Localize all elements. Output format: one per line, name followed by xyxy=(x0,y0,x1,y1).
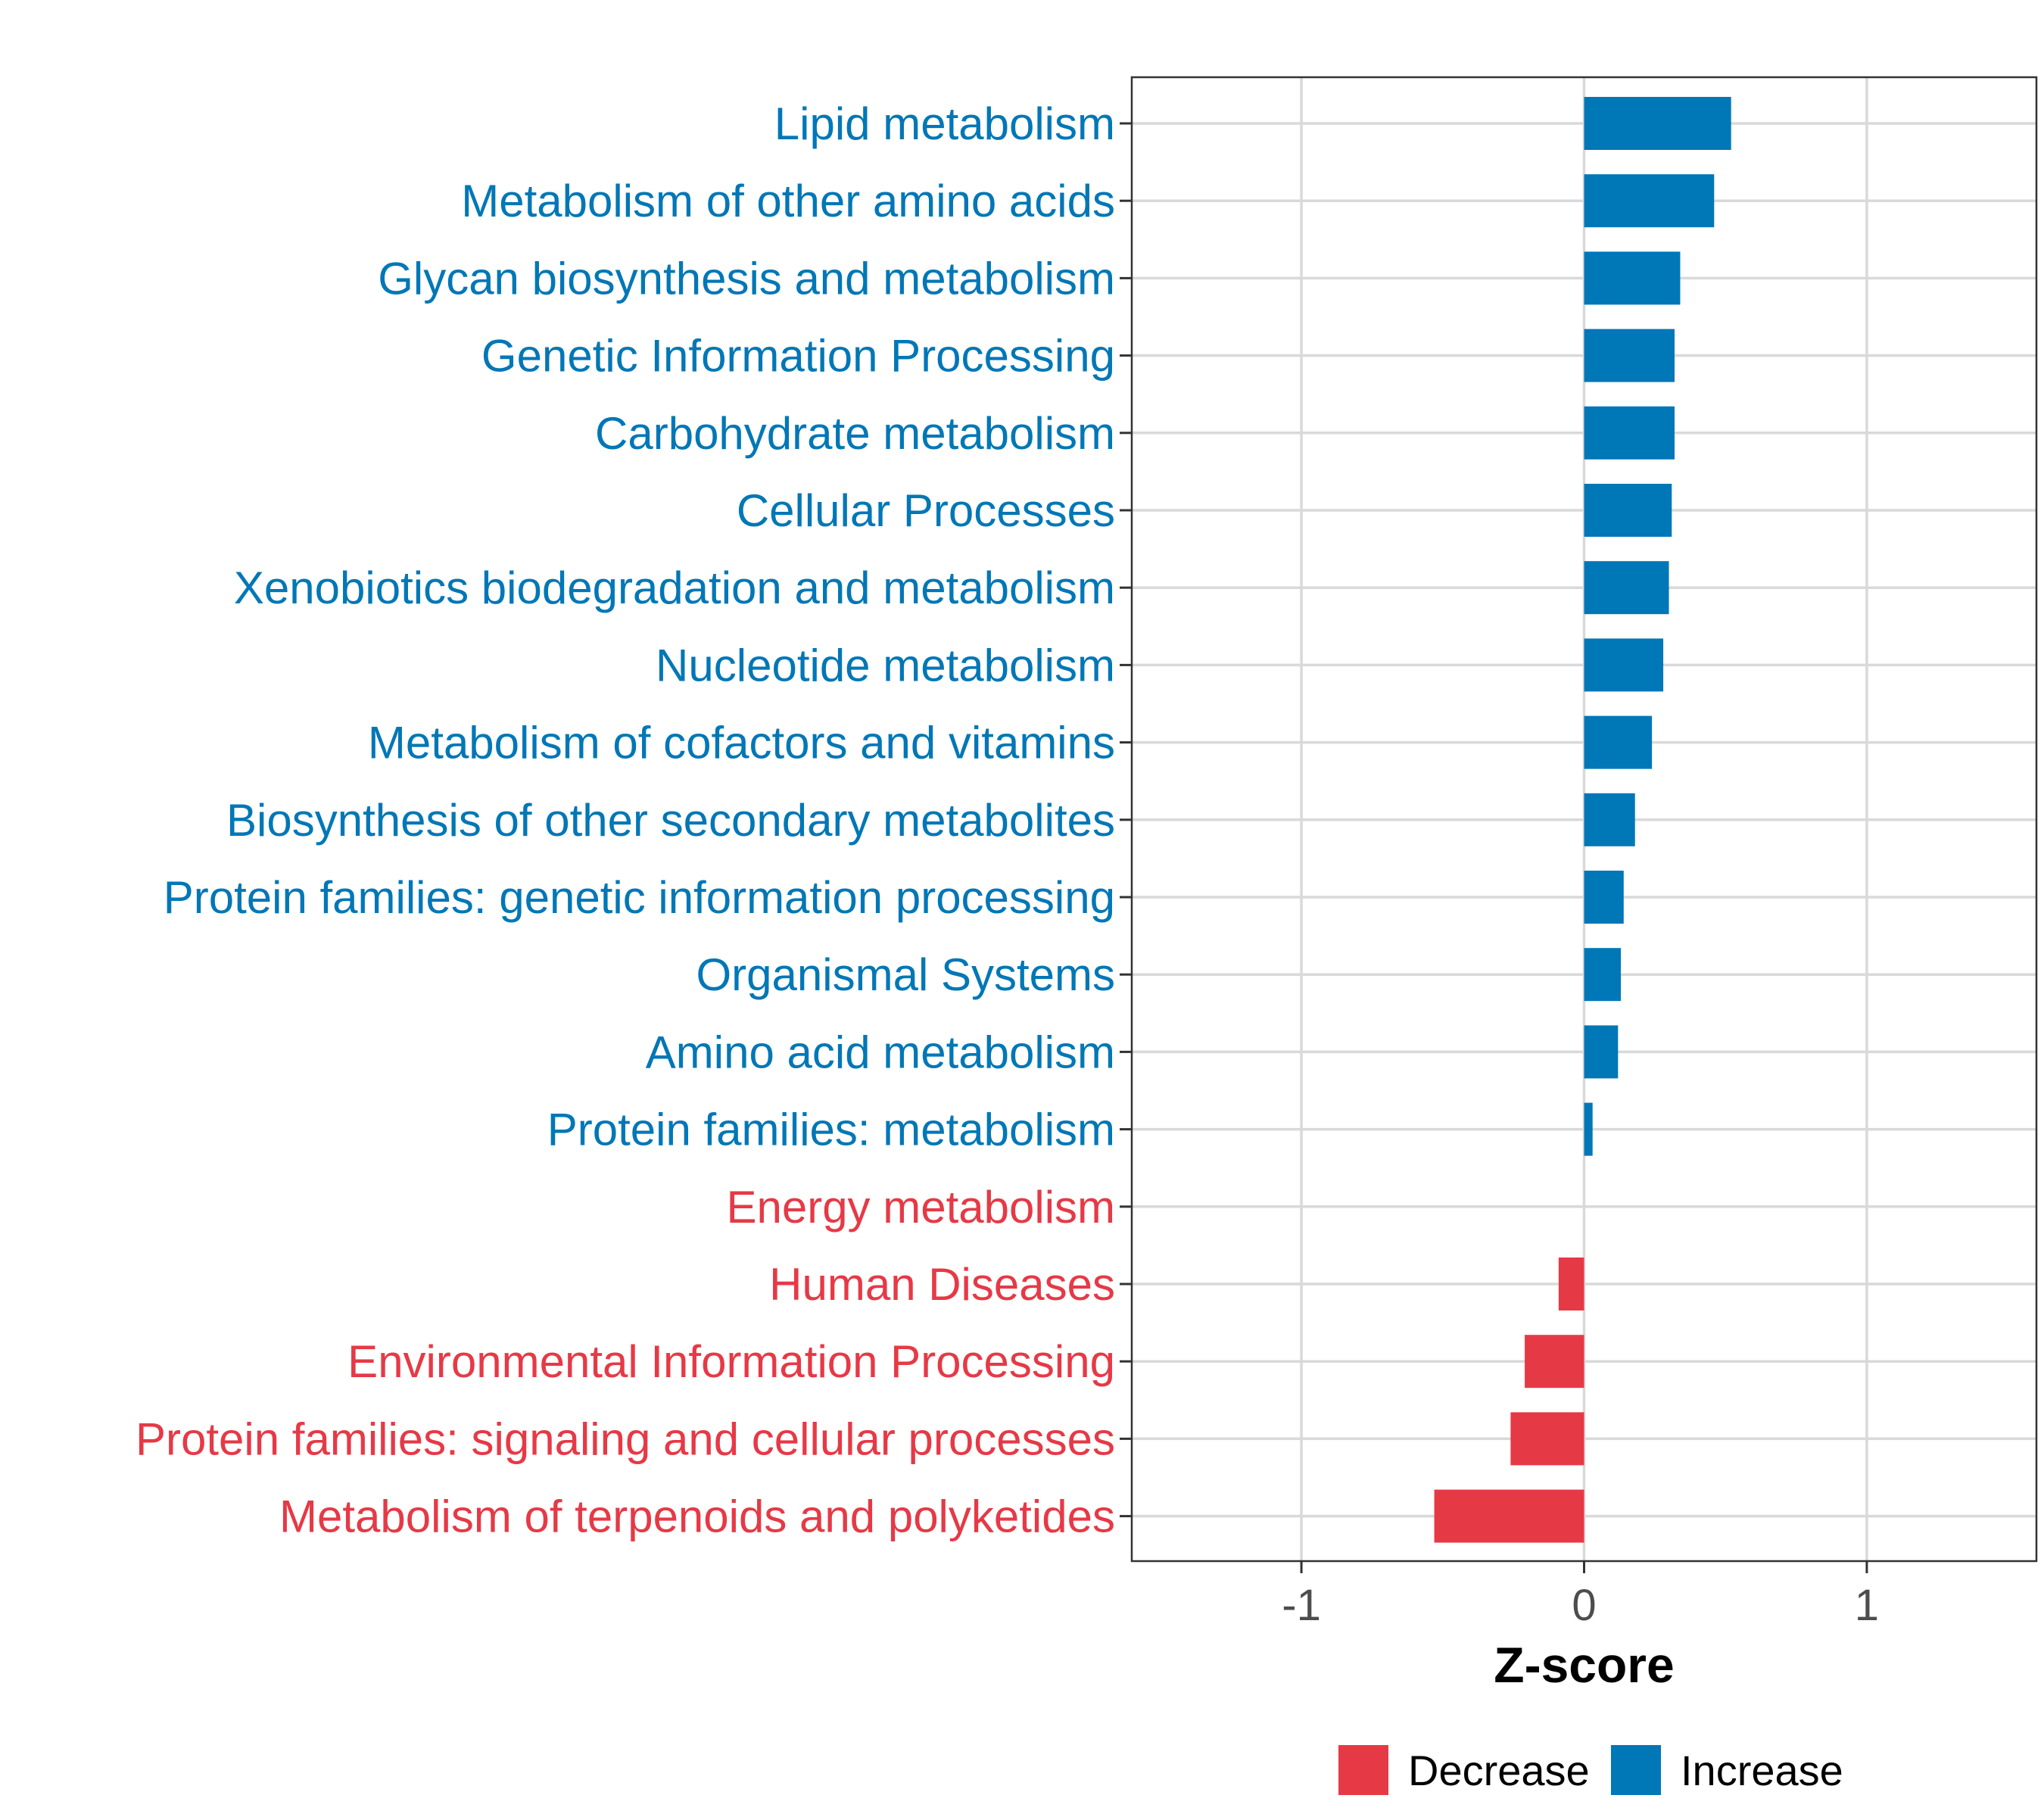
bar xyxy=(1584,1025,1619,1079)
bar xyxy=(1584,715,1653,769)
category-label: Biosynthesis of other secondary metaboli… xyxy=(226,795,1115,846)
legend-label: Decrease xyxy=(1408,1747,1590,1794)
bar xyxy=(1434,1489,1584,1543)
legend-swatch xyxy=(1611,1745,1661,1795)
bar xyxy=(1584,561,1669,615)
legend-swatch xyxy=(1338,1745,1388,1795)
category-label: Xenobiotics biodegradation and metabolis… xyxy=(234,563,1115,613)
bar xyxy=(1584,406,1675,460)
legend-label: Increase xyxy=(1681,1747,1843,1794)
bars xyxy=(1434,97,1731,1543)
category-label: Protein families: metabolism xyxy=(547,1105,1115,1155)
category-label: Metabolism of terpenoids and polyketides xyxy=(279,1491,1115,1542)
bar xyxy=(1584,329,1675,382)
bar xyxy=(1584,871,1624,924)
category-label: Genetic Information Processing xyxy=(481,331,1115,382)
category-label: Lipid metabolism xyxy=(774,98,1115,149)
bar xyxy=(1584,251,1681,305)
category-label: Carbohydrate metabolism xyxy=(595,408,1115,459)
bar xyxy=(1510,1412,1584,1466)
bar xyxy=(1584,1102,1593,1156)
category-label: Cellular Processes xyxy=(737,485,1115,536)
category-label: Metabolism of cofactors and vitamins xyxy=(368,718,1115,768)
bar xyxy=(1584,793,1635,846)
bar xyxy=(1558,1258,1584,1311)
x-tick-label: -1 xyxy=(1282,1581,1321,1630)
x-axis-title: Z-score xyxy=(1494,1637,1674,1693)
x-tick-label: 0 xyxy=(1572,1581,1596,1630)
legend: Decrease Increase xyxy=(1338,1745,1843,1795)
bar xyxy=(1584,97,1731,150)
category-label: Human Diseases xyxy=(769,1259,1115,1310)
category-label: Environmental Information Processing xyxy=(347,1336,1115,1387)
x-tick-label: 1 xyxy=(1855,1581,1879,1630)
category-label: Amino acid metabolism xyxy=(646,1027,1115,1077)
bar xyxy=(1584,638,1664,692)
category-label: Protein families: signaling and cellular… xyxy=(136,1413,1115,1464)
y-axis-ticks: Lipid metabolism Metabolism of other amin… xyxy=(136,98,1132,1542)
category-label: Energy metabolism xyxy=(726,1182,1115,1233)
bar xyxy=(1584,174,1715,228)
category-label: Nucleotide metabolism xyxy=(656,640,1115,690)
x-axis-ticks: -1 0 1 xyxy=(1282,1561,1879,1630)
category-label: Glycan biosynthesis and metabolism xyxy=(378,253,1115,304)
category-label: Organismal Systems xyxy=(696,949,1115,1000)
category-label: Protein families: genetic information pr… xyxy=(164,872,1115,923)
bar xyxy=(1584,484,1672,537)
bar xyxy=(1584,948,1622,1002)
bar xyxy=(1525,1335,1584,1388)
category-label: Metabolism of other amino acids xyxy=(461,176,1115,226)
